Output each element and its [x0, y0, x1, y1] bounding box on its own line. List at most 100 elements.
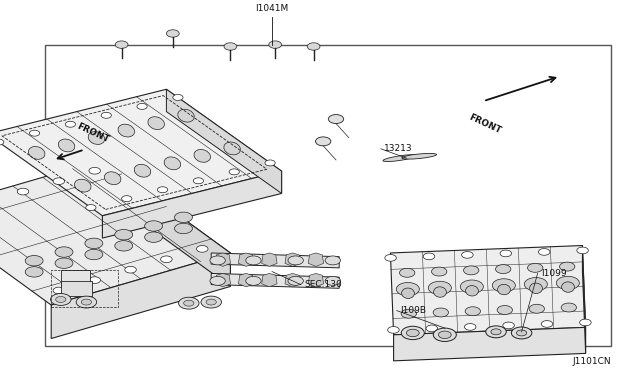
Circle shape [524, 278, 547, 291]
Circle shape [486, 326, 506, 338]
Circle shape [325, 276, 340, 285]
Circle shape [196, 246, 208, 252]
Circle shape [193, 178, 204, 184]
Circle shape [577, 247, 588, 254]
Polygon shape [102, 171, 282, 238]
Circle shape [396, 282, 419, 296]
Circle shape [399, 268, 415, 277]
Polygon shape [285, 253, 300, 266]
Polygon shape [308, 253, 324, 266]
Circle shape [145, 232, 163, 243]
Ellipse shape [561, 282, 575, 292]
Circle shape [500, 250, 511, 257]
Circle shape [556, 276, 579, 290]
Circle shape [157, 187, 168, 193]
Bar [45, 45, 611, 346]
Circle shape [426, 325, 438, 332]
Circle shape [0, 139, 4, 145]
Circle shape [401, 326, 424, 340]
Polygon shape [582, 246, 586, 353]
Circle shape [433, 328, 456, 341]
Circle shape [406, 329, 419, 337]
Circle shape [497, 305, 513, 314]
Circle shape [175, 212, 193, 222]
Circle shape [115, 241, 132, 251]
Circle shape [166, 30, 179, 37]
Circle shape [433, 308, 449, 317]
Circle shape [86, 205, 96, 211]
Circle shape [580, 319, 591, 326]
Ellipse shape [58, 139, 75, 152]
Circle shape [17, 188, 29, 195]
Circle shape [288, 256, 303, 265]
Circle shape [29, 130, 40, 136]
Circle shape [423, 253, 435, 260]
Circle shape [206, 299, 216, 305]
Circle shape [246, 276, 261, 285]
Ellipse shape [401, 288, 415, 298]
Circle shape [55, 258, 73, 269]
Ellipse shape [497, 284, 511, 295]
Circle shape [53, 178, 65, 185]
Circle shape [210, 276, 225, 285]
Ellipse shape [134, 164, 151, 177]
Circle shape [51, 294, 71, 305]
Polygon shape [308, 273, 324, 287]
Circle shape [491, 329, 501, 335]
Circle shape [122, 196, 132, 202]
Circle shape [265, 160, 275, 166]
Circle shape [137, 103, 147, 109]
Polygon shape [61, 281, 92, 296]
Circle shape [210, 256, 225, 265]
Circle shape [465, 307, 481, 316]
Circle shape [201, 296, 221, 308]
Text: SEC.130: SEC.130 [304, 280, 342, 289]
Ellipse shape [194, 150, 211, 162]
Circle shape [175, 223, 193, 234]
Polygon shape [215, 273, 230, 287]
Text: I1041M: I1041M [255, 4, 289, 13]
Circle shape [460, 280, 483, 294]
Circle shape [492, 279, 515, 292]
Circle shape [325, 256, 340, 265]
Circle shape [401, 309, 417, 318]
Ellipse shape [28, 147, 45, 159]
Polygon shape [166, 89, 282, 193]
Circle shape [529, 304, 545, 313]
Circle shape [56, 296, 66, 302]
Polygon shape [215, 253, 230, 266]
Polygon shape [285, 273, 300, 287]
Circle shape [503, 322, 515, 329]
Polygon shape [262, 273, 277, 287]
Circle shape [125, 266, 136, 273]
Polygon shape [51, 253, 230, 339]
Polygon shape [262, 253, 277, 266]
Ellipse shape [104, 172, 121, 185]
Ellipse shape [402, 153, 436, 159]
Circle shape [89, 167, 100, 174]
Circle shape [269, 41, 282, 48]
Polygon shape [0, 89, 282, 216]
Circle shape [89, 277, 100, 283]
Ellipse shape [178, 109, 195, 122]
Circle shape [541, 321, 553, 327]
Text: I1099: I1099 [541, 269, 566, 278]
Circle shape [516, 330, 527, 336]
Circle shape [115, 41, 128, 48]
Text: FRONT: FRONT [75, 121, 110, 144]
Polygon shape [239, 273, 254, 287]
Circle shape [25, 256, 43, 266]
Circle shape [438, 331, 451, 339]
Polygon shape [239, 253, 254, 266]
Ellipse shape [383, 155, 417, 161]
Ellipse shape [465, 286, 479, 296]
Circle shape [511, 327, 532, 339]
Circle shape [53, 287, 65, 294]
Ellipse shape [433, 287, 447, 297]
Circle shape [85, 249, 103, 260]
Circle shape [561, 303, 577, 312]
Circle shape [145, 221, 163, 231]
Ellipse shape [74, 179, 91, 192]
Polygon shape [394, 327, 586, 361]
Circle shape [461, 251, 473, 258]
